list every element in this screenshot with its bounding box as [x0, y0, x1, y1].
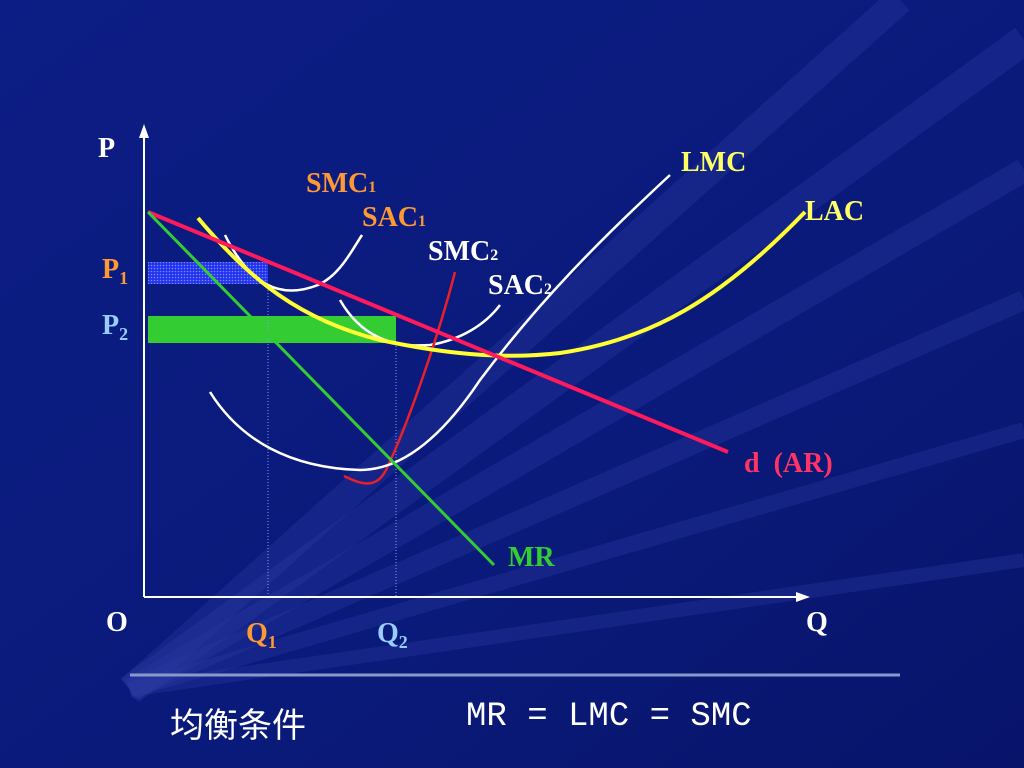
- p-axis-label: P: [98, 133, 115, 164]
- smc2-curve: [343, 271, 457, 485]
- sac2-label: SAC2: [488, 270, 552, 301]
- q2-label: Q2: [377, 618, 408, 652]
- mr-label: MR: [508, 542, 555, 573]
- demand-curve: [147, 210, 729, 454]
- smc1-label: SMC1: [306, 168, 376, 199]
- origin-label: O: [106, 607, 128, 638]
- demand-label: d (AR): [744, 448, 833, 479]
- equilibrium-equation: MR = LMC = SMC: [466, 698, 752, 736]
- smc2-label: SMC2: [428, 236, 498, 267]
- q1-label: Q1: [246, 618, 277, 652]
- q-axis-label: Q: [806, 607, 828, 638]
- lac-curve: [196, 210, 807, 358]
- p1-label: P1: [102, 254, 128, 288]
- sac2-curve: [338, 299, 501, 347]
- lmc-label: LMC: [681, 147, 746, 178]
- p2-label: P2: [102, 310, 128, 344]
- p-axis-arrow-icon: [139, 124, 149, 138]
- mr-curve: [146, 210, 496, 567]
- background-rays: [120, 0, 1024, 703]
- lac-label: LAC: [805, 196, 864, 227]
- q-axis-arrow-icon: [796, 592, 810, 602]
- equilibrium-condition-label: 均衡条件: [170, 706, 306, 746]
- sac1-label: SAC1: [362, 202, 426, 233]
- lmc-curve: [208, 174, 671, 472]
